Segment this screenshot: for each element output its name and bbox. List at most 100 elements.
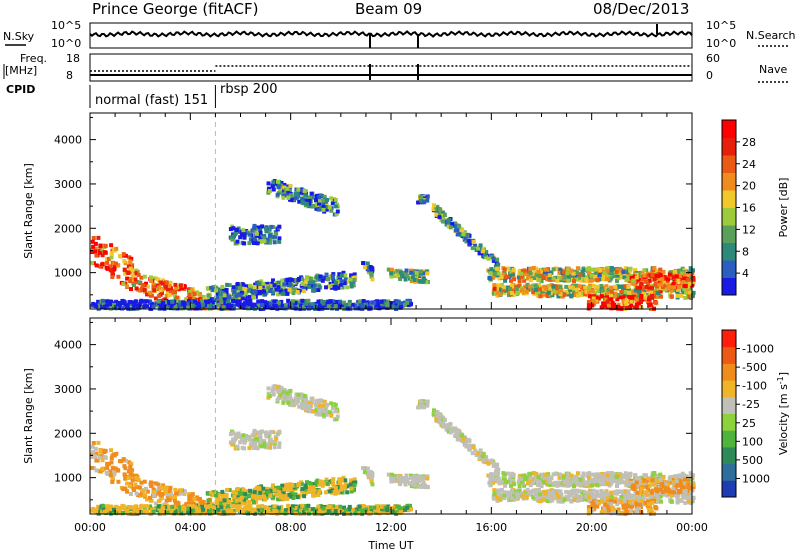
power-echo-cell: [314, 206, 319, 211]
velocity-echo-cell: [186, 506, 191, 511]
nave-tick-hi: 60: [706, 52, 720, 65]
velocity-echo-cell: [262, 441, 267, 446]
power-echo-cell: [675, 289, 680, 294]
power-echo-cell: [590, 278, 595, 283]
velocity-echo-cell: [611, 479, 615, 484]
velocity-echo-cell: [260, 444, 264, 449]
velocity-echo-cell: [97, 455, 102, 460]
power-echo-cell: [548, 286, 553, 291]
power-echo-cell: [104, 303, 109, 308]
velocity-echo-cell: [169, 491, 173, 496]
velocity-echo-cell: [260, 504, 265, 509]
power-echo-cell: [361, 303, 366, 308]
power-echo-cell: [401, 271, 405, 275]
power-echo-cell: [304, 301, 309, 306]
power-echo-cell: [142, 287, 147, 292]
velocity-echo-cell: [324, 412, 329, 417]
velocity-echo-cell: [105, 465, 110, 470]
velocity-echo-cell: [234, 433, 239, 437]
power-echo-cell: [398, 301, 403, 306]
power-echo-cell: [377, 302, 382, 307]
power-echo-cell: [590, 303, 595, 308]
velocity-echo-cell: [377, 511, 382, 516]
cpid-mode-2: rbsp 200: [220, 82, 278, 97]
velocity-echo-cell: [311, 409, 316, 414]
power-echo-cell: [615, 284, 620, 289]
power-echo-cell: [555, 286, 559, 291]
velocity-echo-cell: [470, 451, 475, 456]
velocity-echo-cell: [123, 476, 128, 481]
velocity-echo-cell: [463, 441, 468, 446]
velocity-echo-cell: [178, 508, 183, 513]
power-echo-cell: [239, 290, 244, 295]
power-echo-cell: [647, 285, 652, 290]
power-echo-cell: [497, 287, 502, 292]
power-echo-cell: [261, 281, 266, 286]
power-echo-cell: [624, 306, 629, 310]
velocity-echo-cell: [300, 487, 305, 491]
power-echo-cell: [526, 287, 531, 292]
velocity-echo-cell: [327, 410, 332, 415]
velocity-echo-cell: [265, 442, 270, 447]
power-echo-cell: [242, 241, 247, 246]
power-echo-cell: [123, 281, 128, 286]
velocity-echo-cell: [302, 394, 307, 398]
velocity-echo-cell: [117, 511, 121, 515]
velocity-echo-cell: [331, 484, 336, 489]
velocity-echo-cell: [284, 493, 289, 498]
velocity-echo-cell: [278, 392, 283, 397]
power-echo-cell: [169, 286, 173, 291]
power-colorbar-segment: [722, 207, 736, 226]
velocity-echo-cell: [229, 440, 234, 445]
velocity-echo-cell: [174, 491, 179, 496]
power-echo-cell: [221, 290, 226, 295]
power-echo-cell: [259, 288, 264, 293]
power-echo-cell: [149, 279, 154, 284]
power-echo-cell: [157, 285, 162, 290]
velocity-echo-cell: [167, 506, 172, 511]
power-echo-cell: [377, 306, 382, 311]
velocity-echo-cell: [339, 484, 344, 489]
power-echo-cell: [247, 232, 252, 237]
power-echo-cell: [357, 299, 362, 304]
velocity-echo-cell: [386, 504, 391, 509]
velocity-echo-cell: [269, 486, 274, 491]
velocity-echo-cell: [260, 429, 265, 434]
power-echo-cell: [568, 287, 573, 292]
velocity-echo-cell: [160, 491, 165, 496]
power-echo-cell: [292, 301, 296, 306]
power-echo-cell: [680, 271, 685, 276]
power-echo-cell: [602, 304, 607, 309]
power-echo-cell: [310, 302, 315, 307]
velocity-echo-cell: [293, 396, 298, 401]
velocity-echo-cell: [161, 483, 166, 488]
velocity-echo-cell: [121, 511, 126, 515]
velocity-echo-cell: [405, 505, 410, 510]
velocity-echo-cell: [241, 433, 246, 438]
velocity-echo-cell: [297, 404, 302, 409]
power-echo-cell: [616, 302, 621, 307]
velocity-echo-cell: [352, 509, 357, 514]
power-echo-cell: [263, 292, 268, 297]
power-echo-cell: [193, 299, 198, 304]
power-echo-cell: [267, 186, 271, 191]
power-echo-cell: [483, 252, 488, 257]
velocity-echo-cell: [307, 406, 312, 411]
power-echo-cell: [269, 281, 274, 286]
power-echo-cell: [575, 273, 579, 278]
power-echo-cell: [578, 278, 583, 283]
velocity-echo-cell: [321, 506, 326, 511]
power-echo-cell: [325, 204, 330, 209]
power-echo-cell: [419, 198, 423, 203]
velocity-echo-cell: [453, 433, 458, 438]
velocity-echo-cell: [123, 458, 128, 463]
velocity-echo-cell: [130, 478, 135, 483]
power-echo-cell: [597, 277, 602, 282]
power-echo-cell: [652, 289, 657, 294]
velocity-echo-cell: [244, 504, 249, 509]
velocity-echo-cell: [125, 481, 130, 486]
power-echo-cell: [655, 274, 660, 279]
power-echo-cell: [670, 288, 674, 293]
power-echo-cell: [286, 195, 291, 200]
velocity-echo-cell: [227, 488, 232, 493]
